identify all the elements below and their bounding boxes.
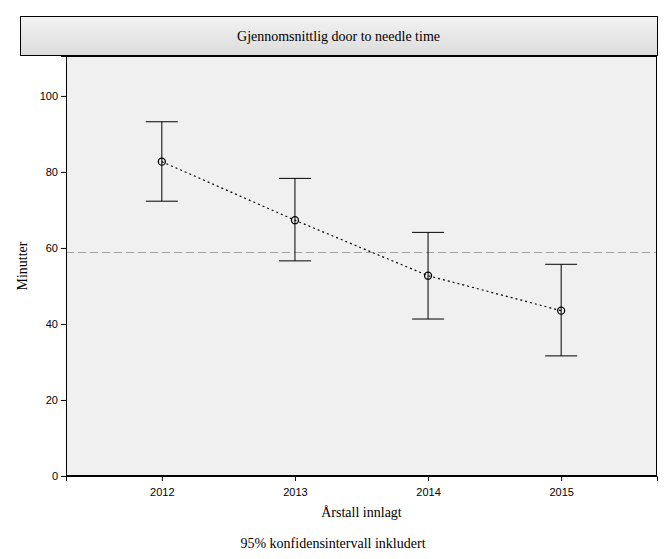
plot-frame xyxy=(67,57,657,476)
error-bar xyxy=(545,264,577,356)
error-bar xyxy=(146,122,178,201)
title-box xyxy=(21,17,658,56)
y-tick-label: 40 xyxy=(46,318,58,330)
y-tick: 100 xyxy=(40,90,66,102)
y-tick: 20 xyxy=(46,394,66,406)
error-bar-cap-low xyxy=(146,201,178,202)
x-tick-label: 2014 xyxy=(416,486,440,498)
y-tick-label: 0 xyxy=(52,470,58,482)
x-tick: 2013 xyxy=(283,476,307,498)
x-tick-label: 2013 xyxy=(283,486,307,498)
reference-line xyxy=(66,252,657,253)
y-tick-label: 20 xyxy=(46,394,58,406)
data-point xyxy=(558,307,565,314)
y-tick: 60 xyxy=(46,242,66,254)
error-bar xyxy=(412,232,444,319)
y-tick-mark xyxy=(61,96,66,97)
x-tick: 2012 xyxy=(150,476,174,498)
chart-svg: Gjennomsnittlig door to needle time 0 20 40… xyxy=(0,0,666,559)
y-tick: 40 xyxy=(46,318,66,330)
x-axis: 2012 2013 2014 2015 xyxy=(67,476,658,498)
y-tick: 0 xyxy=(52,470,66,482)
y-tick-mark xyxy=(61,172,66,173)
y-tick-mark xyxy=(61,400,66,401)
error-bar-cap-high xyxy=(412,232,444,233)
error-bar-stem xyxy=(428,232,429,319)
error-bar-cap-low xyxy=(412,319,444,320)
x-tick-label: 2012 xyxy=(150,486,174,498)
y-tick-label: 80 xyxy=(46,166,58,178)
error-bar-cap-high xyxy=(545,264,577,265)
plot-area xyxy=(66,122,657,356)
x-tick-label: 2015 xyxy=(549,486,573,498)
data-point xyxy=(158,158,165,165)
y-axis: 0 20 40 60 80 100 xyxy=(40,57,67,483)
x-tick-mark xyxy=(295,476,296,481)
y-tick-mark xyxy=(61,324,66,325)
x-tick: 2015 xyxy=(549,476,573,498)
data-point xyxy=(291,217,298,224)
y-tick-mark xyxy=(61,248,66,249)
y-tick-label: 60 xyxy=(46,242,58,254)
y-tick-label: 100 xyxy=(40,90,58,102)
footnote: 95% konfidensintervall inkludert xyxy=(240,536,425,551)
data-line xyxy=(162,162,561,311)
x-axis-line xyxy=(67,477,658,482)
data-point xyxy=(425,272,432,279)
plot-background xyxy=(66,56,657,476)
x-tick: 2014 xyxy=(416,476,440,498)
x-tick-mark xyxy=(162,476,163,481)
error-bar-cap-high xyxy=(279,178,311,179)
chart-title: Gjennomsnittlig door to needle time xyxy=(237,29,440,44)
y-tick: 80 xyxy=(46,166,66,178)
error-bar-cap-low xyxy=(279,260,311,261)
x-axis-title: Årstall innlagt xyxy=(321,505,402,520)
y-tick-mark xyxy=(61,476,66,477)
y-axis-title: Minutter xyxy=(15,241,30,290)
x-tick-mark xyxy=(561,476,562,481)
error-bar-cap-low xyxy=(545,355,577,356)
x-tick-mark xyxy=(428,476,429,481)
y-axis-line xyxy=(61,57,67,477)
error-bar-cap-high xyxy=(146,121,178,122)
